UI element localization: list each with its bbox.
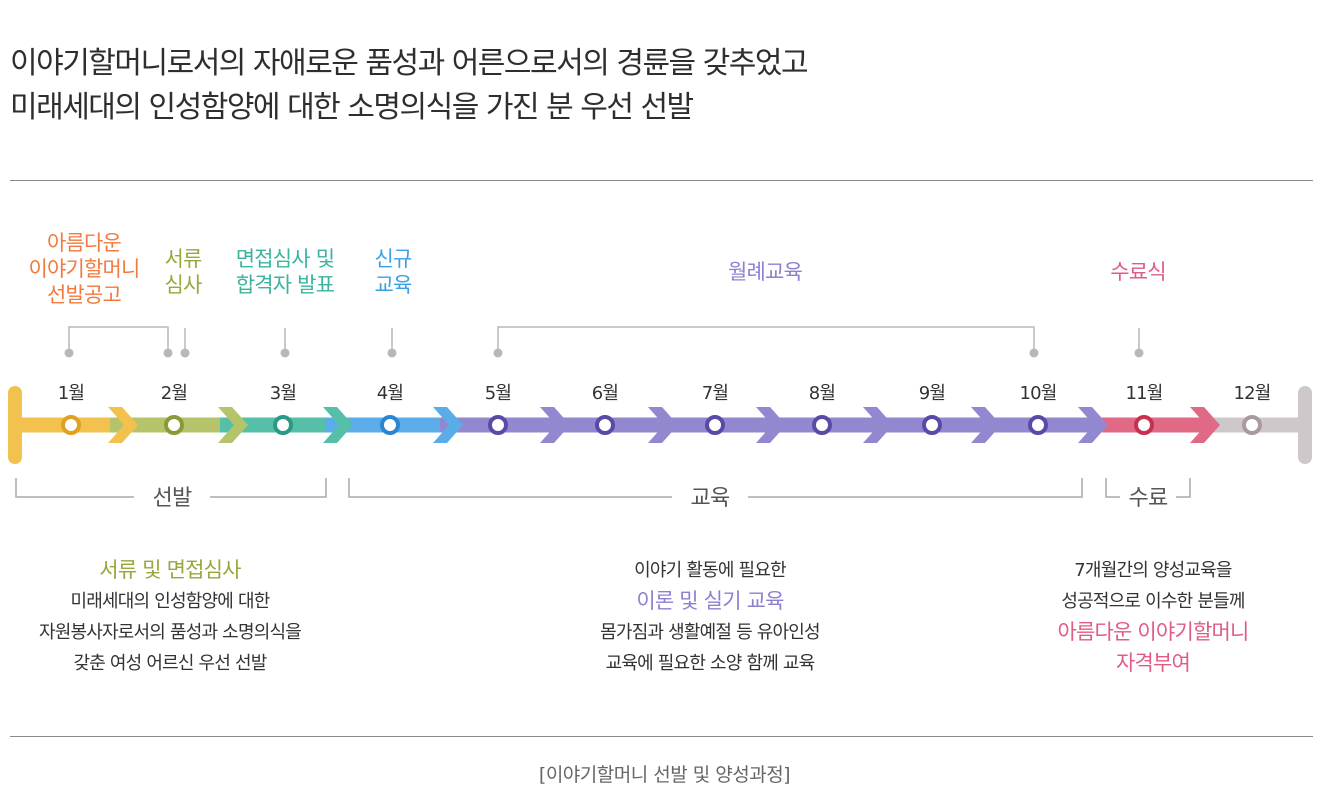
- phase-education-bracket-right: [748, 478, 1083, 498]
- stage-label-graduation-1: 수료식: [1110, 260, 1166, 284]
- month-dot-4: [380, 415, 400, 435]
- month-label-12: 12월: [1233, 383, 1270, 404]
- monthly-edu-dot-end: [1029, 348, 1039, 358]
- figure-caption: [이야기할머니 선발 및 양성과정]: [538, 764, 791, 786]
- selection-desc-title: 서류 및 면접심사: [99, 558, 241, 582]
- month-dot-5: [488, 415, 508, 435]
- stage-label-doc-review-1: 서류: [164, 247, 202, 271]
- doc-review-pin-dot: [180, 348, 190, 358]
- month-dot-3: [273, 415, 293, 435]
- graduation-pin-dot: [1134, 348, 1144, 358]
- timeline-start-cap: [8, 386, 22, 464]
- completion-desc-line-2: 성공적으로 이수한 분들께: [1061, 591, 1245, 612]
- education-desc-line-1: 몸가짐과 생활예절 등 유아인성: [600, 622, 820, 643]
- phase-selection-bracket-left: [15, 478, 134, 498]
- intro-text: 이야기할머니로서의 자애로운 품성과 어른으로서의 경륜을 갖추었고 미래세대의…: [10, 42, 809, 130]
- month-dot-2: [164, 415, 184, 435]
- completion-desc-title-2: 자격부여: [1115, 651, 1191, 675]
- month-label-8: 8월: [809, 383, 835, 404]
- education-desc-line-2: 교육에 필요한 소양 함께 교육: [605, 653, 816, 674]
- stage-label-new-edu-1: 신규: [374, 247, 412, 271]
- month-label-2: 2월: [161, 383, 187, 404]
- arrow-chevron-2: [218, 407, 248, 443]
- arrow-chevron-6: [648, 407, 678, 443]
- top-divider: [10, 180, 1313, 181]
- stage-label-doc-review-2: 심사: [164, 273, 202, 297]
- arrow-chevron-7: [756, 407, 786, 443]
- arrow-chevron-4: [433, 407, 463, 443]
- education-description: 이야기 활동에 필요한 이론 및 실기 교육 몸가짐과 생활예절 등 유아인성 …: [560, 555, 860, 679]
- phase-selection-label: 선발: [153, 486, 192, 511]
- selection-desc-line-2: 자원봉사자로서의 품성과 소명의식을: [38, 622, 302, 643]
- stage-label-announce-2: 이야기할머니: [28, 257, 139, 281]
- phase-completion-bracket-left: [1105, 478, 1120, 498]
- intro-line-1: 이야기할머니로서의 자애로운 품성과 어른으로서의 경륜을 갖추었고: [10, 46, 809, 81]
- monthly-edu-bracket: [497, 326, 1035, 350]
- month-dot-7: [705, 415, 725, 435]
- month-dot-1: [61, 415, 81, 435]
- month-label-3: 3월: [270, 383, 296, 404]
- arrow-chevron-3: [323, 407, 353, 443]
- stage-label-interview-1: 면접심사 및: [236, 247, 334, 271]
- arrow-chevron-5: [540, 407, 570, 443]
- stage-label-monthly-edu-1: 월례교육: [728, 260, 803, 284]
- announce-bracket: [68, 326, 169, 350]
- arrow-chevron-1: [108, 407, 138, 443]
- announce-dot-end: [163, 348, 173, 358]
- bottom-divider: [10, 736, 1313, 737]
- education-desc-title: 이론 및 실기 교육: [636, 589, 784, 613]
- month-label-1: 1월: [58, 383, 84, 404]
- arrow-chevron-8: [863, 407, 893, 443]
- phase-selection-bracket-right: [210, 478, 327, 498]
- stage-label-interview-2: 합격자 발표: [236, 273, 335, 297]
- announce-dot-start: [64, 348, 74, 358]
- month-label-11: 11월: [1125, 383, 1162, 404]
- month-label-9: 9월: [919, 383, 945, 404]
- month-dot-11: [1134, 415, 1154, 435]
- month-label-10: 10월: [1019, 383, 1056, 404]
- month-dot-6: [595, 415, 615, 435]
- month-label-6: 6월: [592, 383, 618, 404]
- monthly-edu-dot-start: [493, 348, 503, 358]
- intro-line-2: 미래세대의 인성함양에 대한 소명의식을 가진 분 우선 선발: [10, 90, 694, 125]
- segment-nov: [1100, 417, 1212, 433]
- arrow-chevron-9: [971, 407, 1001, 443]
- month-label-5: 5월: [485, 383, 511, 404]
- selection-description: 서류 및 면접심사 미래세대의 인성함양에 대한 자원봉사자로서의 품성과 소명…: [20, 555, 320, 679]
- timeline-diagram: 1월 2월 3월 4월 5월 6월 7월 8월 9월 10월 11월 12월 아름다운이야기할머니선발공…: [8, 231, 1312, 511]
- stage-label-new-edu-2: 교육: [374, 273, 412, 297]
- phase-education-bracket-left: [348, 478, 672, 498]
- month-label-4: 4월: [377, 383, 403, 404]
- month-dot-8: [812, 415, 832, 435]
- month-dot-9: [922, 415, 942, 435]
- stage-label-announce-3: 선발공고: [47, 283, 122, 307]
- interview-pin-dot: [280, 348, 290, 358]
- selection-desc-line-1: 미래세대의 인성함양에 대한: [70, 591, 271, 612]
- new-edu-pin-dot: [387, 348, 397, 358]
- arrow-chevron-11: [1190, 407, 1220, 443]
- month-dot-12: [1242, 415, 1262, 435]
- phase-completion-label: 수료: [1129, 486, 1168, 511]
- completion-description: 7개월간의 양성교육을 성공적으로 이수한 분들께 아름다운 이야기할머니 자격…: [1003, 555, 1303, 679]
- phase-education-label: 교육: [691, 486, 730, 511]
- completion-desc-line-1: 7개월간의 양성교육을: [1074, 560, 1232, 581]
- completion-desc-title-1: 아름다운 이야기할머니: [1057, 620, 1249, 644]
- selection-desc-line-3: 갖춘 여성 어르신 우선 선발: [73, 653, 267, 674]
- timeline-end-cap: [1298, 386, 1312, 464]
- stage-label-announce-1: 아름다운: [47, 231, 122, 255]
- month-dot-10: [1028, 415, 1048, 435]
- phase-completion-bracket-right: [1176, 478, 1191, 498]
- arrow-chevron-10: [1078, 407, 1108, 443]
- month-label-7: 7월: [702, 383, 728, 404]
- education-desc-pre: 이야기 활동에 필요한: [634, 560, 786, 581]
